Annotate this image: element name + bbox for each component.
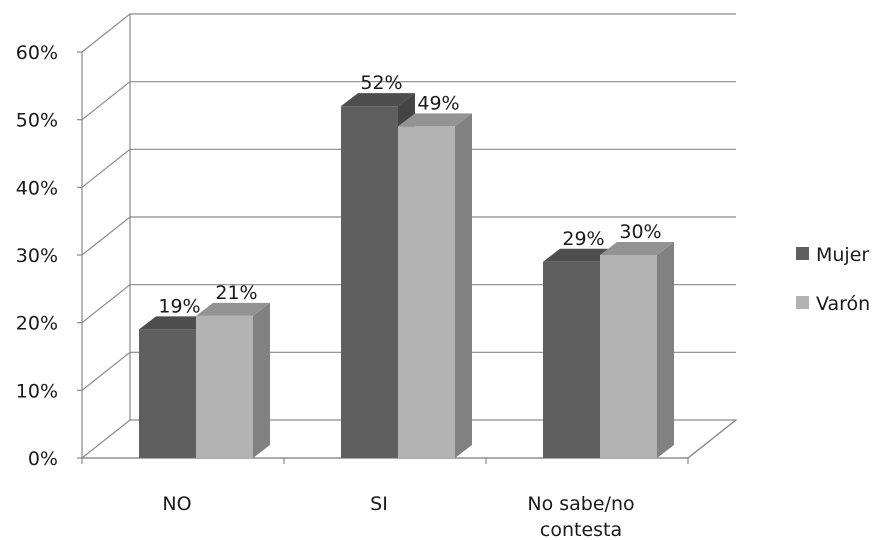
bar-top (196, 302, 270, 316)
x-tick-label-line: No sabe/no (527, 493, 634, 515)
bar-front (341, 106, 398, 458)
legend-swatch-mujer (796, 247, 809, 260)
data-label: 21% (215, 282, 257, 304)
legend: Mujer Varón (796, 244, 870, 315)
y-tick-label: 20% (16, 313, 58, 335)
bar-top (139, 316, 213, 330)
x-tick-label-line: SI (370, 493, 388, 515)
bars (139, 93, 674, 458)
bar-front (196, 315, 253, 458)
bar (196, 302, 270, 458)
bar-front (543, 261, 600, 458)
x-tick-label-line: NO (162, 493, 191, 515)
legend-label-mujer: Mujer (816, 244, 869, 266)
data-label: 52% (360, 72, 402, 94)
bar (600, 242, 674, 458)
data-label: 19% (158, 295, 200, 317)
bar-top (543, 248, 617, 262)
bar-top (398, 113, 472, 127)
floor-edge (687, 419, 737, 459)
legend-label-varon: Varón (816, 293, 870, 315)
data-label: 30% (619, 221, 661, 243)
bar-front (398, 126, 455, 458)
gridline (81, 13, 736, 53)
x-tick-label: SI (370, 493, 388, 515)
y-tick-label: 50% (16, 110, 58, 132)
legend-swatch-varon (796, 296, 809, 309)
y-tick-labels: 0% 10% 20% 30% 40% 50% 60% (16, 42, 58, 470)
data-label: 29% (562, 228, 604, 250)
bar-side (253, 302, 270, 458)
bar-top (341, 93, 415, 107)
bar-front (600, 255, 657, 458)
bar-top (600, 242, 674, 255)
bar-side (657, 242, 674, 458)
y-tick-label: 10% (16, 380, 58, 402)
x-tick-label: No sabe/no contesta (527, 493, 634, 540)
bar (398, 113, 472, 458)
category-labels: NO SI No sabe/no contesta (162, 493, 634, 540)
data-label: 49% (417, 92, 459, 114)
y-tick-label: 60% (16, 42, 58, 64)
y-tick-label: 30% (16, 245, 58, 267)
x-tick-label-line: contesta (540, 519, 622, 540)
bar-side (455, 113, 472, 458)
y-tick-label: 40% (16, 177, 58, 199)
y-tick-label: 0% (28, 448, 58, 470)
bar-front (139, 329, 196, 458)
data-labels: 19% 21% 52% 49% 29% 30% (158, 72, 661, 317)
x-tick-label: NO (162, 493, 191, 515)
